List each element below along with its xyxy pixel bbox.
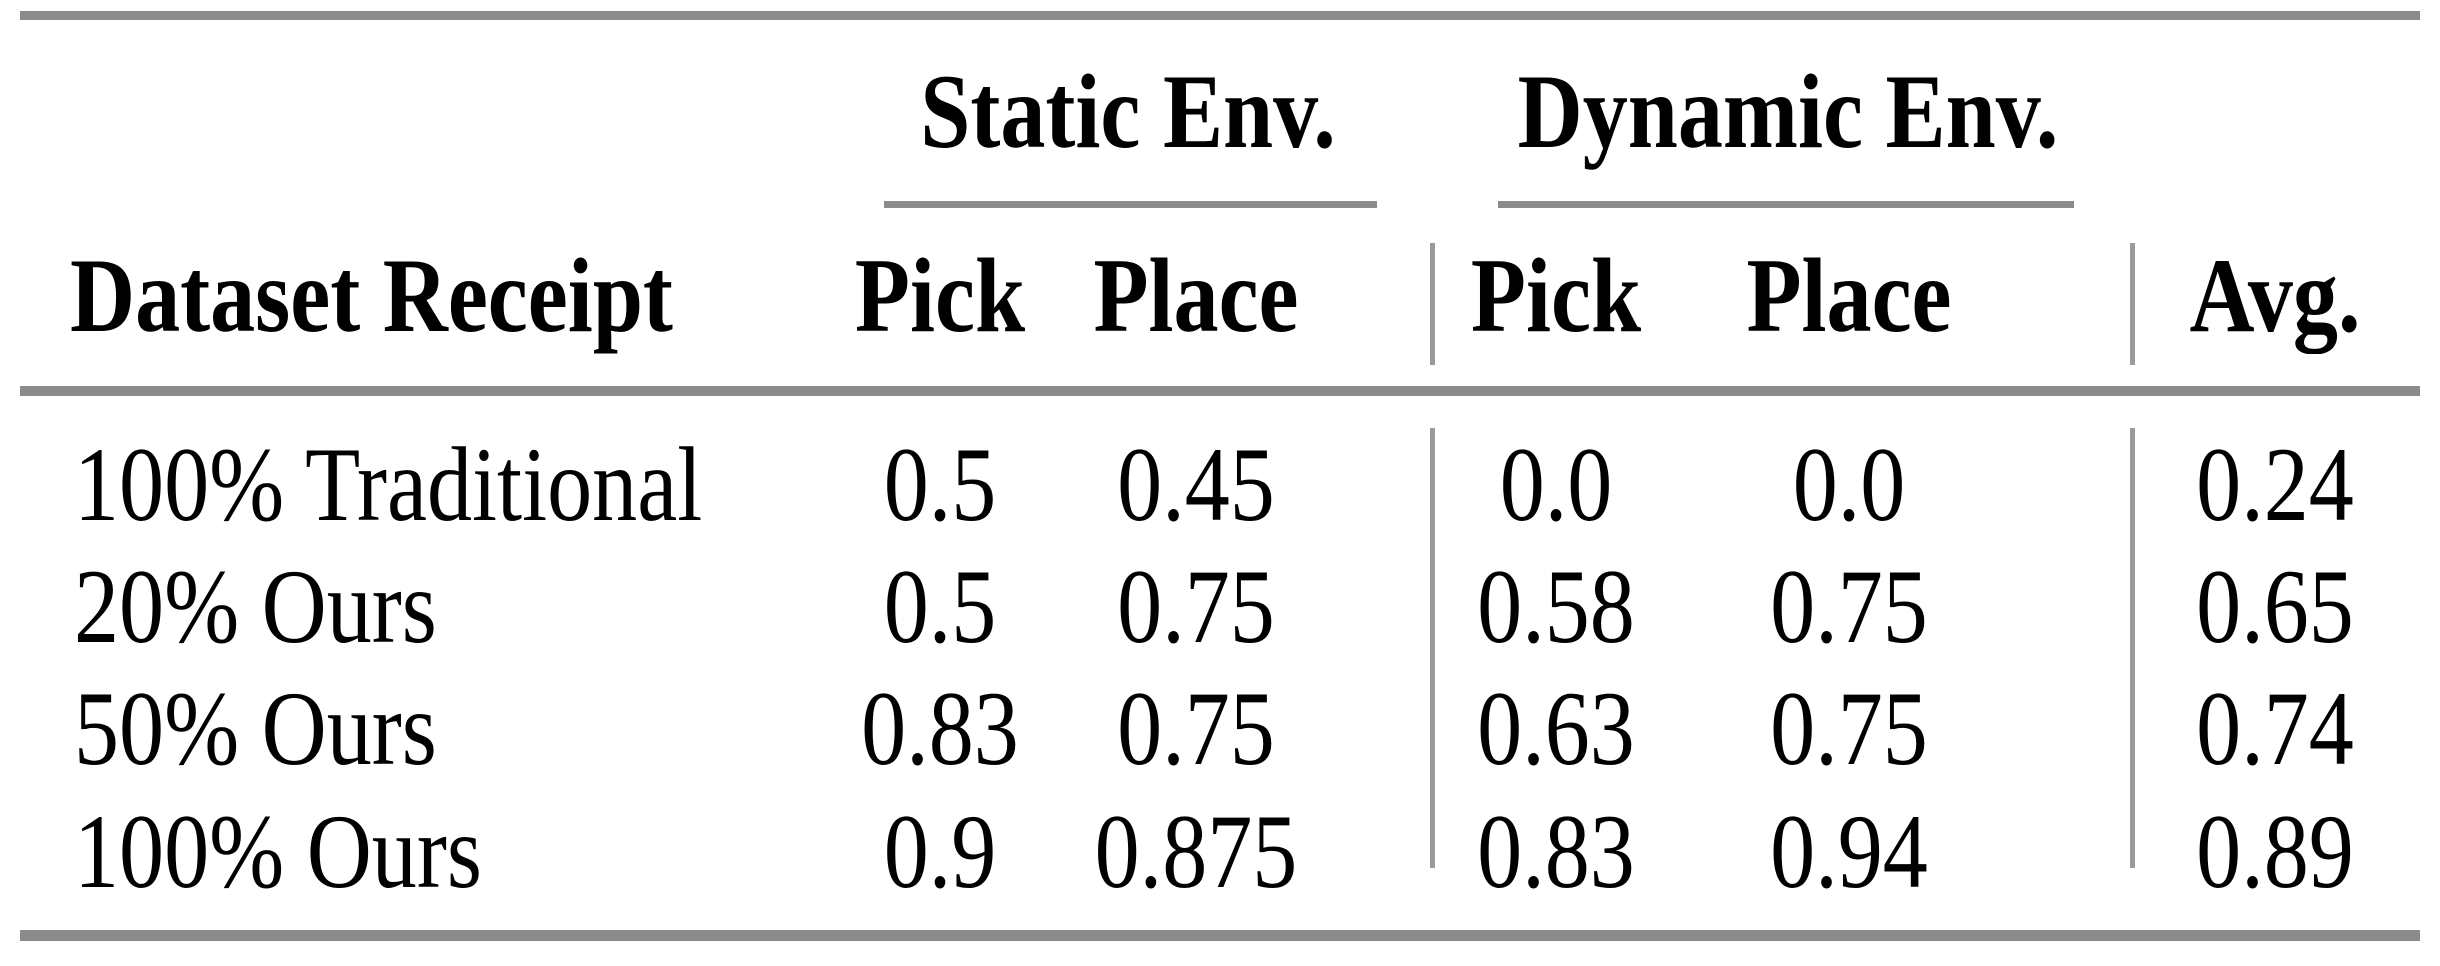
cell-avg: 0.89 — [2196, 793, 2354, 910]
cell-static-place: 0.875 — [1094, 793, 1298, 910]
cell-static-place: 0.75 — [1117, 670, 1275, 787]
top-rule — [20, 11, 2420, 20]
cell-dynamic-place: 0.0 — [1792, 426, 1906, 543]
vertical-separator-static-dynamic-body — [1430, 428, 1435, 868]
column-header-static-pick: Pick — [854, 237, 1026, 354]
cell-dynamic-place: 0.94 — [1770, 793, 1928, 910]
group-header-dynamic-env: Dynamic Env. — [1517, 53, 2059, 170]
header-separator-rule — [20, 386, 2420, 396]
cell-dynamic-pick: 0.83 — [1477, 793, 1635, 910]
vertical-separator-static-dynamic-header — [1430, 243, 1435, 365]
cell-static-place: 0.75 — [1117, 548, 1275, 665]
cell-dynamic-pick: 0.63 — [1477, 670, 1635, 787]
row-label: 20% Ours — [74, 548, 437, 665]
bottom-rule — [20, 930, 2420, 941]
vertical-separator-dynamic-avg-body — [2130, 428, 2135, 868]
cell-dynamic-pick: 0.58 — [1477, 548, 1635, 665]
dynamic-group-underline-rule — [1498, 201, 2074, 208]
vertical-separator-dynamic-avg-header — [2130, 243, 2135, 365]
cell-avg: 0.74 — [2196, 670, 2354, 787]
cell-dynamic-place: 0.75 — [1770, 548, 1928, 665]
cell-static-pick: 0.83 — [861, 670, 1019, 787]
column-header-static-place: Place — [1093, 237, 1299, 354]
cell-static-pick: 0.5 — [883, 548, 997, 665]
cell-dynamic-pick: 0.0 — [1499, 426, 1613, 543]
cell-dynamic-place: 0.75 — [1770, 670, 1928, 787]
row-label: 50% Ours — [74, 670, 437, 787]
row-label: 100% Ours — [74, 793, 482, 910]
cell-static-pick: 0.9 — [883, 793, 997, 910]
row-label: 100% Traditional — [74, 426, 703, 543]
static-group-underline-rule — [884, 201, 1377, 208]
cell-avg: 0.24 — [2196, 426, 2354, 543]
group-header-static-env: Static Env. — [920, 53, 1336, 170]
cell-avg: 0.65 — [2196, 548, 2354, 665]
column-header-dynamic-pick: Pick — [1470, 237, 1642, 354]
column-header-avg: Avg. — [2189, 237, 2361, 354]
column-header-dataset-receipt: Dataset Receipt — [70, 237, 673, 354]
column-header-dynamic-place: Place — [1746, 237, 1952, 354]
cell-static-pick: 0.5 — [883, 426, 997, 543]
cell-static-place: 0.45 — [1117, 426, 1275, 543]
